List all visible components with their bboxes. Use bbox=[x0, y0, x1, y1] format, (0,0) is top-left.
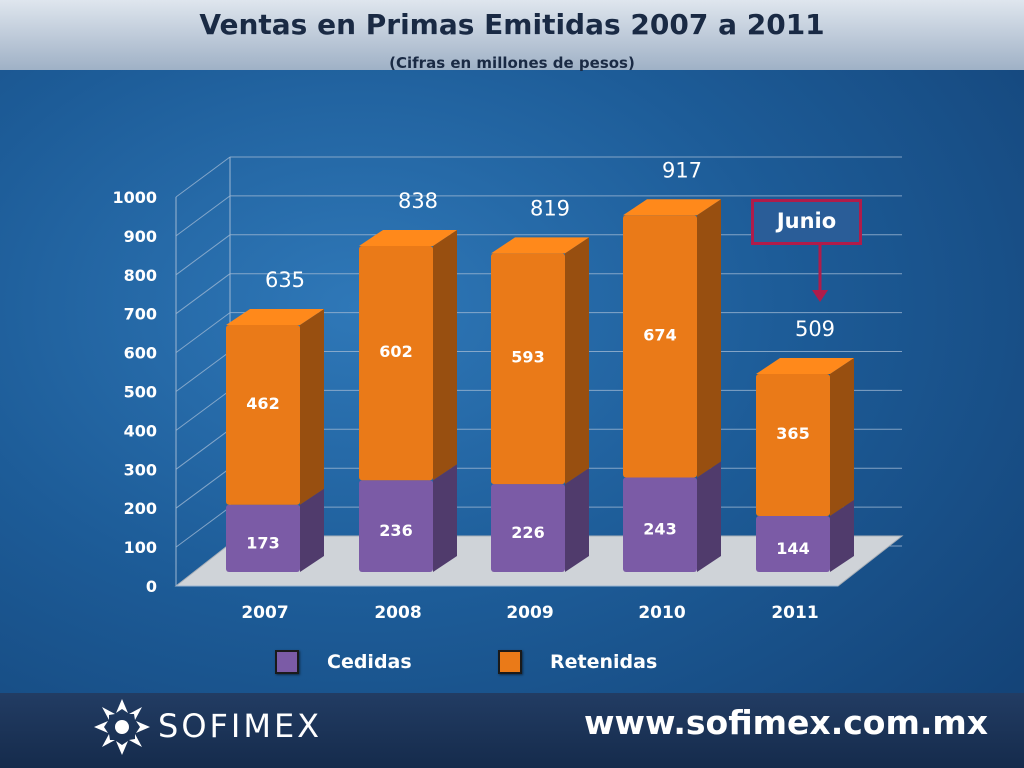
annotation-label: Junio bbox=[776, 209, 837, 233]
y-tick-label: 300 bbox=[124, 460, 157, 479]
legend-label-retenidas: Retenidas bbox=[550, 651, 658, 673]
gridline-side bbox=[175, 467, 231, 509]
data-label: 674 bbox=[643, 325, 676, 344]
data-label: 236 bbox=[379, 521, 412, 540]
legend-swatch-cedidas bbox=[275, 650, 299, 674]
bar-retenidas-2009 bbox=[491, 237, 589, 485]
x-tick-label: 2007 bbox=[241, 603, 288, 623]
bar-side bbox=[830, 499, 854, 572]
bar-top bbox=[491, 237, 589, 254]
bar-cedidas-2007 bbox=[226, 488, 324, 572]
data-label: 144 bbox=[776, 539, 809, 558]
bar-top bbox=[756, 357, 854, 374]
footer-url[interactable]: www.sofimex.com.mx bbox=[584, 703, 989, 742]
gridline-side bbox=[175, 234, 231, 276]
bar-side bbox=[697, 461, 721, 572]
annotation-arrow-head bbox=[812, 290, 828, 302]
bar-front bbox=[491, 484, 565, 572]
bar-front bbox=[623, 477, 697, 572]
bar-retenidas-2011 bbox=[756, 357, 854, 516]
data-label: 226 bbox=[511, 523, 544, 542]
annotation-box: Junio bbox=[751, 199, 862, 245]
x-tick-label: 2008 bbox=[374, 603, 421, 623]
gridline-side bbox=[175, 428, 231, 470]
bar-top bbox=[226, 308, 324, 325]
bar-cedidas-2008 bbox=[359, 464, 457, 572]
bar-side bbox=[565, 237, 589, 485]
bar-side bbox=[300, 308, 324, 505]
bar-front bbox=[756, 373, 830, 516]
sofimex-logo-icon bbox=[94, 699, 150, 755]
bar-cedidas-2010 bbox=[623, 461, 721, 572]
data-label: 365 bbox=[776, 424, 809, 443]
data-label: 602 bbox=[379, 342, 412, 361]
data-label: 593 bbox=[511, 348, 544, 367]
title-band bbox=[0, 0, 1024, 70]
bar-side bbox=[565, 468, 589, 572]
bar-top bbox=[623, 199, 721, 216]
bar-cedidas-2009 bbox=[491, 468, 589, 572]
gridline-side bbox=[175, 273, 231, 315]
bar-front bbox=[359, 480, 433, 572]
gridline-side bbox=[175, 389, 231, 431]
bar-front bbox=[226, 324, 300, 505]
y-tick-label: 900 bbox=[124, 227, 157, 246]
total-label: 635 bbox=[265, 268, 305, 292]
gridline-side bbox=[175, 195, 231, 237]
bar-front bbox=[756, 515, 830, 572]
data-label: 173 bbox=[246, 533, 279, 552]
footer-brand: SOFIMEX bbox=[158, 707, 323, 745]
gridline-side bbox=[175, 506, 231, 548]
bar-retenidas-2010 bbox=[623, 199, 721, 478]
x-tick-label: 2010 bbox=[638, 603, 685, 623]
gridline-side bbox=[175, 351, 231, 392]
bar-front bbox=[623, 215, 697, 478]
legend-item-cedidas: Cedidas bbox=[275, 650, 412, 674]
bar-cedidas-2011 bbox=[756, 499, 854, 572]
bar-side bbox=[433, 230, 457, 481]
x-tick-label: 2011 bbox=[771, 603, 818, 623]
y-tick-label: 400 bbox=[124, 421, 157, 440]
y-tick-label: 700 bbox=[124, 305, 157, 324]
y-tick-label: 200 bbox=[124, 499, 157, 518]
bar-side bbox=[830, 357, 854, 516]
footer bbox=[0, 693, 1024, 768]
total-label: 838 bbox=[398, 189, 438, 213]
gridline-side bbox=[175, 156, 231, 198]
total-label: 509 bbox=[795, 317, 835, 341]
bar-front bbox=[226, 504, 300, 572]
legend-item-retenidas: Retenidas bbox=[498, 650, 657, 674]
y-tick-label: 600 bbox=[124, 344, 157, 363]
legend-label-cedidas: Cedidas bbox=[327, 651, 412, 673]
data-label: 243 bbox=[643, 520, 676, 539]
bar-front bbox=[491, 253, 565, 485]
bar-top bbox=[359, 230, 457, 247]
y-tick-label: 800 bbox=[124, 266, 157, 285]
y-tick-label: 1000 bbox=[112, 188, 157, 207]
legend-swatch-retenidas bbox=[498, 650, 522, 674]
y-tick-label: 100 bbox=[124, 538, 157, 557]
bar-side bbox=[433, 464, 457, 572]
total-label: 819 bbox=[530, 196, 570, 220]
y-tick-label: 0 bbox=[146, 577, 157, 596]
y-tick-label: 500 bbox=[124, 383, 157, 402]
chart-title: Ventas en Primas Emitidas 2007 a 2011 bbox=[199, 8, 825, 41]
data-label: 462 bbox=[246, 394, 279, 413]
bar-retenidas-2008 bbox=[359, 230, 457, 481]
bar-retenidas-2007 bbox=[226, 308, 324, 505]
chart-subtitle: (Cifras en millones de pesos) bbox=[389, 54, 635, 72]
gridline-side bbox=[175, 312, 231, 354]
bar-side bbox=[300, 488, 324, 572]
bar-side bbox=[697, 199, 721, 478]
x-tick-label: 2009 bbox=[506, 603, 553, 623]
total-label: 917 bbox=[662, 158, 702, 182]
bar-front bbox=[359, 246, 433, 481]
